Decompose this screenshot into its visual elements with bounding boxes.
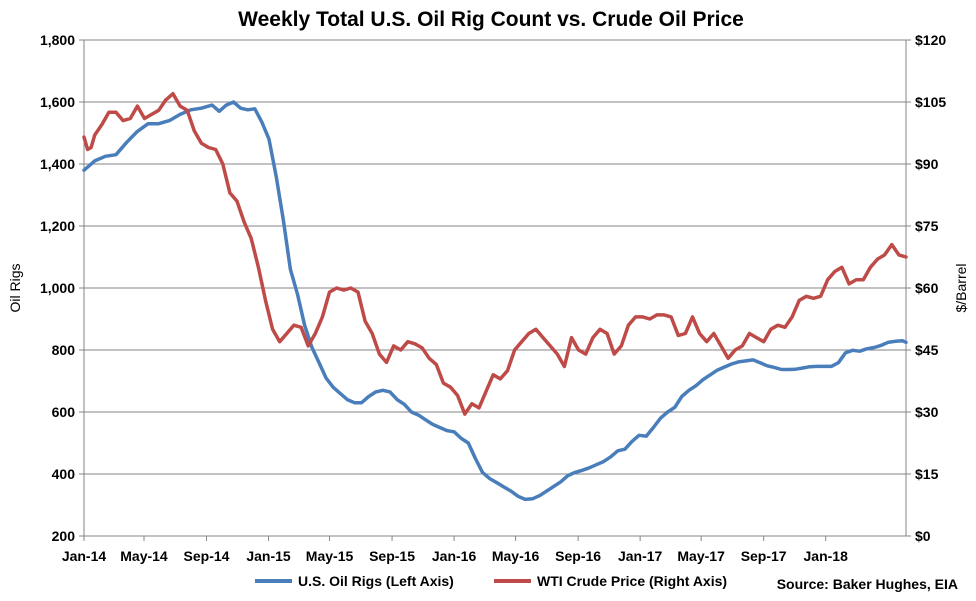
y-right-tick-label: $15 [915,466,939,482]
y-left-tick-label: 1,200 [40,218,75,234]
x-tick-label: Sep-17 [741,548,787,564]
y-left-tick-label: 1,800 [40,32,75,48]
x-ticks: Jan-14 May-14 Sep-14 Jan-15 May-15 Sep-15 Jan-… [62,548,848,564]
y-left-tick-label: 1,400 [40,156,75,172]
y-left-tick-label: 400 [52,466,76,482]
x-tick-label: Jan-18 [804,548,849,564]
x-tick-label: May-17 [677,548,725,564]
x-tick-label: Jan-15 [246,548,291,564]
y-left-axis-title: Oil Rigs [7,263,23,312]
y-right-tick-label: $60 [915,280,939,296]
y-right-tick-label: $45 [915,342,939,358]
y-right-tick-label: $90 [915,156,939,172]
x-tick-label: Sep-15 [369,548,415,564]
legend-label-rigs: U.S. Oil Rigs (Left Axis) [298,573,454,589]
x-tick-label: Sep-14 [184,548,230,564]
y-right-tick-label: $30 [915,404,939,420]
x-tick-label: Jan-17 [618,548,663,564]
x-tick-label: May-15 [306,548,354,564]
y-left-tick-label: 800 [52,342,76,358]
y-right-tick-label: $120 [915,32,946,48]
y-left-tick-label: 200 [52,528,76,544]
series-line-oil-rigs [82,100,908,502]
axes [79,39,911,541]
y-right-ticks: $0 $15 $30 $45 $60 $75 $90 $105 $120 [915,32,946,544]
y-right-tick-label: $75 [915,218,939,234]
y-left-ticks: 200 400 600 800 1,000 1,200 1,400 1,600 1,800 [40,32,75,544]
y-right-tick-label: $105 [915,94,946,110]
chart-title: Weekly Total U.S. Oil Rig Count vs. Crud… [238,8,744,31]
x-tick-label: May-16 [492,548,540,564]
y-left-tick-label: 600 [52,404,76,420]
legend: U.S. Oil Rigs (Left Axis) WTI Crude Pric… [255,573,727,589]
y-right-axis-title: $/Barrel [953,263,969,312]
y-left-tick-label: 1,600 [40,94,75,110]
x-tick-label: Jan-16 [432,548,477,564]
x-tick-label: May-14 [120,548,168,564]
x-tick-label: Sep-16 [555,548,601,564]
legend-label-wti: WTI Crude Price (Right Axis) [537,573,727,589]
series-line-wti-price [82,91,908,416]
series-layer [82,91,908,502]
y-right-tick-label: $0 [915,528,931,544]
source-note: Source: Baker Hughes, EIA [777,576,958,592]
x-tick-label: Jan-14 [62,548,107,564]
y-left-tick-label: 1,000 [40,280,75,296]
